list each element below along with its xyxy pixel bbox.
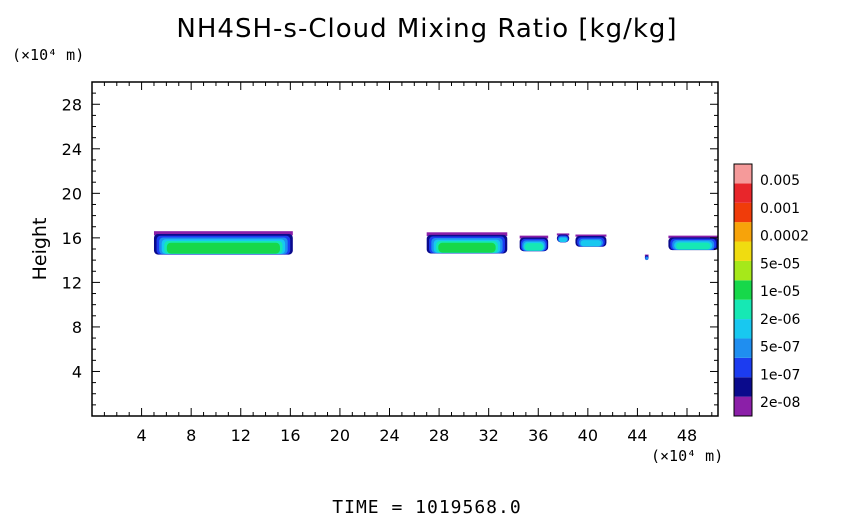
chart-title: NH4SH-s-Cloud Mixing Ratio [kg/kg] — [176, 14, 678, 44]
time-label: TIME = 1019568.0 — [332, 497, 522, 518]
colorbar-segment — [734, 319, 752, 339]
colorbar-label: 5e-05 — [760, 256, 800, 272]
cloud-region — [519, 235, 549, 252]
colorbar-label: 1e-07 — [760, 367, 800, 383]
colorbar-label: 1e-05 — [760, 284, 800, 300]
colorbar-segment — [734, 377, 752, 397]
cloud-edge — [426, 232, 508, 237]
cloud-edge — [668, 235, 718, 239]
x-tick-label: 12 — [231, 426, 251, 445]
colorbar-segment — [734, 202, 752, 223]
colorbar-label: 0.0002 — [760, 229, 809, 245]
y-tick-label: 4 — [72, 362, 82, 381]
x-tick-label: 40 — [578, 426, 598, 445]
cloud-contour — [166, 242, 280, 254]
cloud-contour — [645, 256, 649, 260]
cloud-edge — [575, 234, 607, 237]
cloud-region — [644, 254, 649, 261]
cloud-edge — [519, 235, 549, 239]
colorbar-segment — [734, 222, 752, 242]
x-tick-label: 32 — [478, 426, 498, 445]
y-tick-label: 28 — [62, 95, 82, 114]
x-tick-label: 4 — [136, 426, 146, 445]
colorbar-frame — [733, 163, 753, 417]
colorbar-segment — [734, 396, 752, 416]
cloud-contour — [438, 242, 496, 253]
x-tick-label: 44 — [627, 426, 647, 445]
y-tick-label: 12 — [62, 273, 82, 292]
cloud-edge — [153, 231, 293, 236]
cloud-region — [575, 234, 607, 247]
colorbar-label: 0.005 — [760, 173, 800, 189]
colorbar-labels: 0.005 0.001 0.0002 5e-05 1e-05 2e-06 5e-07 1e-0… — [760, 173, 809, 411]
colorbar-segment — [734, 241, 752, 261]
cloud-region — [668, 235, 718, 251]
x-tick-label: 24 — [379, 426, 399, 445]
colorbar-segment — [734, 357, 752, 378]
colorbar-segment — [734, 164, 752, 184]
cloud-contour — [558, 237, 568, 242]
colorbar — [733, 163, 753, 417]
cloud-edge — [556, 233, 570, 236]
colorbar-label: 0.001 — [760, 201, 800, 217]
cloud-contour — [676, 242, 711, 250]
colorbar-label: 2e-06 — [760, 312, 800, 328]
colorbar-segment — [734, 260, 752, 281]
colorbar-label: 2e-08 — [760, 395, 800, 411]
x-tick-labels: 4 8 12 16 20 24 28 32 36 40 44 48 — [136, 426, 697, 445]
x-axis-unit: (×10⁴ m) — [651, 447, 724, 465]
y-tick-labels: 4 8 12 16 20 24 28 — [62, 95, 82, 381]
y-tick-label: 20 — [62, 184, 82, 203]
colorbar-segment — [734, 338, 752, 358]
axis-ticks — [92, 82, 718, 416]
y-tick-label: 24 — [62, 140, 82, 159]
colorbar-label: 5e-07 — [760, 340, 800, 356]
cloud-region — [426, 232, 508, 254]
cloud-contour — [524, 243, 544, 251]
x-tick-label: 28 — [429, 426, 449, 445]
cloud-contour — [580, 240, 602, 247]
y-tick-label: 8 — [72, 318, 82, 337]
cloud-layer — [153, 231, 718, 261]
x-tick-label: 36 — [528, 426, 548, 445]
colorbar-segment — [734, 280, 752, 300]
cloud-region — [556, 233, 570, 243]
x-tick-label: 8 — [186, 426, 196, 445]
cloud-region — [153, 231, 293, 255]
x-tick-label: 48 — [677, 426, 697, 445]
x-tick-label: 20 — [330, 426, 350, 445]
y-axis-unit: (×10⁴ m) — [12, 46, 85, 64]
x-tick-label: 16 — [280, 426, 300, 445]
colorbar-segment — [734, 299, 752, 320]
y-tick-label: 16 — [62, 229, 82, 248]
colorbar-segment — [734, 183, 752, 203]
